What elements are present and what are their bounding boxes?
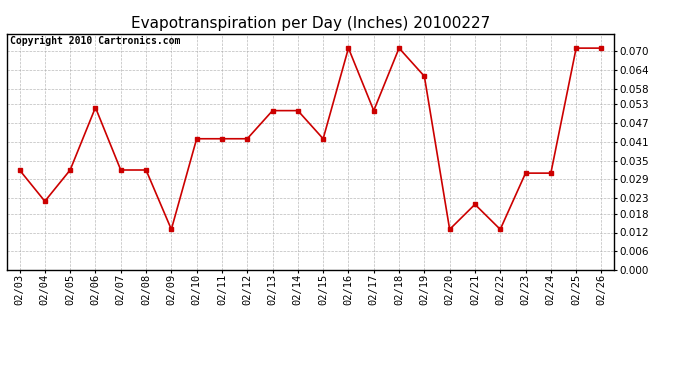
Title: Evapotranspiration per Day (Inches) 20100227: Evapotranspiration per Day (Inches) 2010… xyxy=(131,16,490,31)
Text: Copyright 2010 Cartronics.com: Copyright 2010 Cartronics.com xyxy=(10,36,180,46)
